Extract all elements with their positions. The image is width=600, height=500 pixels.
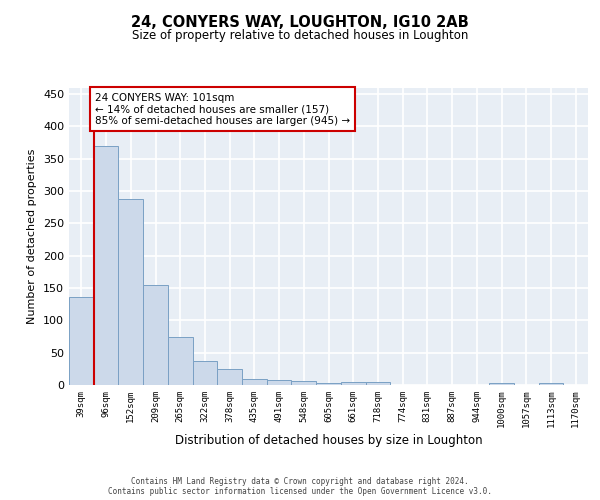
- Bar: [242, 378, 267, 385]
- Text: 24, CONYERS WAY, LOUGHTON, IG10 2AB: 24, CONYERS WAY, LOUGHTON, IG10 2AB: [131, 15, 469, 30]
- Bar: [143, 285, 168, 385]
- Bar: [168, 337, 193, 385]
- Bar: [118, 198, 143, 385]
- Text: Contains HM Land Registry data © Crown copyright and database right 2024.
Contai: Contains HM Land Registry data © Crown c…: [108, 476, 492, 496]
- Bar: [94, 146, 118, 385]
- Text: Size of property relative to detached houses in Loughton: Size of property relative to detached ho…: [132, 29, 468, 42]
- Bar: [292, 381, 316, 385]
- Text: 24 CONYERS WAY: 101sqm
← 14% of detached houses are smaller (157)
85% of semi-de: 24 CONYERS WAY: 101sqm ← 14% of detached…: [95, 92, 350, 126]
- Bar: [217, 369, 242, 385]
- Y-axis label: Number of detached properties: Number of detached properties: [28, 148, 37, 324]
- Bar: [341, 382, 365, 385]
- Bar: [489, 383, 514, 385]
- Bar: [267, 380, 292, 385]
- Bar: [69, 297, 94, 385]
- X-axis label: Distribution of detached houses by size in Loughton: Distribution of detached houses by size …: [175, 434, 482, 448]
- Bar: [193, 361, 217, 385]
- Bar: [316, 383, 341, 385]
- Bar: [365, 382, 390, 385]
- Bar: [539, 383, 563, 385]
